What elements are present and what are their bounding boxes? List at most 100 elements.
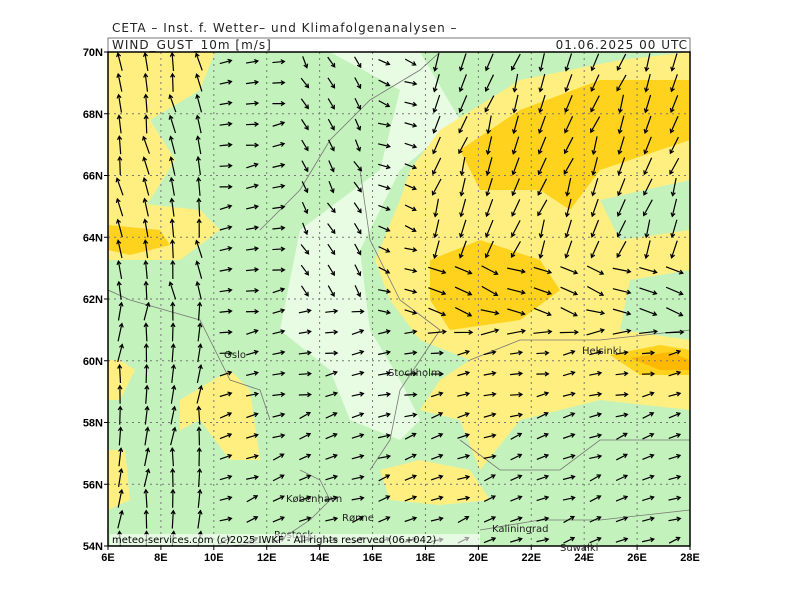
wind-arrow [351, 495, 365, 501]
wind-arrow [510, 453, 523, 461]
lat-label: 62N [83, 294, 103, 306]
wind-arrow [668, 536, 681, 544]
wind-arrow [301, 181, 309, 194]
wind-arrow [351, 453, 365, 460]
wind-arrow [670, 198, 678, 218]
wind-arrow [642, 199, 653, 217]
wind-arrow [670, 240, 678, 259]
wind-arrow [590, 116, 601, 134]
wind-arrow [511, 136, 520, 155]
wind-arrow [483, 516, 497, 523]
wind-arrow [170, 259, 176, 280]
wind-arrow [642, 411, 655, 419]
wind-arrow [378, 309, 391, 315]
wind-arrow [325, 329, 339, 335]
lat-label: 54N [83, 541, 103, 553]
parameter-label: WIND_GUST_10m [m/s] [112, 38, 272, 52]
wind-arrow [142, 52, 149, 71]
wind-arrow [485, 157, 493, 176]
wind-arrow [117, 322, 124, 342]
wind-arrow [668, 432, 682, 440]
wind-arrow [563, 412, 576, 419]
wind-arrow [272, 101, 286, 107]
wind-arrows [115, 52, 685, 546]
wind-arrow [219, 204, 233, 211]
wind-arrow [197, 488, 203, 508]
wind-arrow [431, 157, 442, 176]
wind-arrow [219, 308, 233, 314]
wind-arrow [325, 308, 339, 314]
wind-arrow [351, 329, 365, 335]
wind-arrow [481, 285, 499, 296]
wind-arrow [272, 141, 286, 148]
wind-arrow [642, 537, 655, 543]
wind-arrow [615, 412, 629, 418]
wind-arrow [404, 453, 417, 461]
wind-arrow [643, 94, 652, 114]
wind-arrow [562, 370, 576, 377]
wind-arrow [354, 56, 362, 69]
wind-arrow [117, 467, 124, 487]
wind-arrow [457, 474, 471, 480]
wind-arrow [143, 239, 149, 259]
wind-arrow [587, 285, 605, 296]
wind-arrow [564, 219, 572, 239]
wind-arrow [586, 328, 605, 336]
wind-arrow [484, 219, 494, 238]
wind-arrow [404, 204, 417, 212]
wind-arrow [404, 350, 418, 356]
wind-arrow [639, 307, 658, 317]
wind-arrow [117, 405, 123, 425]
wind-arrow [642, 391, 655, 398]
wind-arrow [509, 350, 524, 356]
lat-label: 56N [83, 479, 103, 491]
field [108, 52, 690, 546]
wind-arrow [246, 349, 259, 356]
wind-arrow [197, 509, 203, 529]
wind-arrow [116, 218, 123, 238]
wind-arrow [590, 53, 600, 72]
fill-calm [230, 52, 460, 440]
wind-arrow [404, 288, 418, 295]
wind-arrow [272, 391, 286, 398]
wind-arrow [245, 79, 260, 85]
wind-arrow [404, 371, 418, 377]
wind-arrow [433, 198, 440, 218]
wind-arrow [666, 307, 684, 317]
wind-arrow [142, 176, 150, 196]
wind-arrow [245, 308, 260, 315]
wind-arrow [536, 474, 550, 481]
wind-arrow [668, 516, 682, 522]
wind-arrow [272, 453, 285, 461]
wind-arrow [378, 100, 391, 108]
wind-arrow [300, 285, 309, 297]
wind-arrow [668, 453, 682, 460]
wind-arrow [511, 220, 521, 238]
wind-arrow [537, 157, 547, 176]
wind-arrow [219, 184, 233, 190]
wind-arrow [196, 405, 202, 425]
wind-arrow [377, 454, 392, 460]
wind-arrow [117, 384, 123, 404]
wind-arrow [300, 98, 309, 110]
wind-arrow [536, 432, 549, 440]
wind-arrow [428, 307, 447, 317]
lon-label: 8E [154, 552, 167, 564]
wind-arrow [378, 184, 391, 191]
wind-arrow [404, 516, 418, 523]
wind-arrow [195, 280, 202, 300]
wind-arrow [616, 432, 628, 440]
wind-arrow [144, 447, 151, 467]
wind-arrow [170, 426, 177, 446]
wind-arrow [562, 495, 576, 501]
header-title: CETA – Inst. f. Wetter– und Klimafolgena… [112, 21, 458, 35]
wind-arrow [377, 122, 392, 128]
wind-arrow [615, 516, 629, 523]
wind-arrow [378, 163, 391, 170]
wind-arrow [351, 370, 365, 377]
wind-arrow [563, 536, 576, 544]
wind-arrow [509, 392, 524, 398]
wind-arrow [272, 246, 286, 252]
wind-arrow [219, 225, 233, 231]
wind-arrow [169, 447, 175, 467]
